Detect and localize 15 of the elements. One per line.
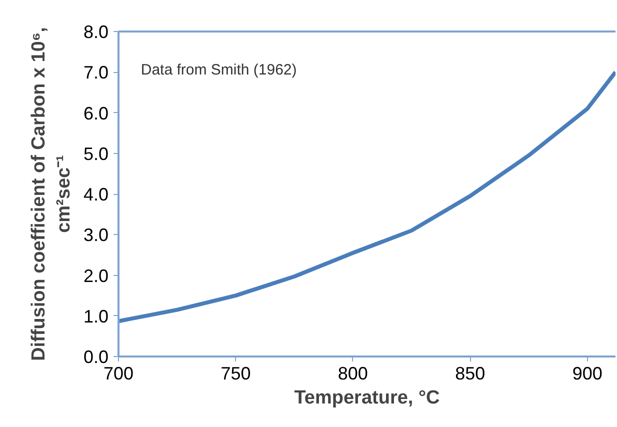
y-tick-label: 4.0	[83, 184, 109, 204]
x-tick-label: 800	[338, 364, 368, 384]
annotation: Data from Smith (1962)	[140, 62, 297, 79]
y-tick-label: 1.0	[83, 306, 109, 326]
y-tick-label: 2.0	[83, 266, 109, 286]
x-axis-title: Temperature, °C	[294, 388, 440, 408]
y-tick-label: 5.0	[83, 144, 109, 164]
y-tick-label: 3.0	[83, 225, 109, 246]
x-tick-label: 750	[220, 364, 251, 384]
y-tick-label: 8.0	[83, 22, 109, 42]
y-tick-label: 6.0	[83, 103, 109, 124]
x-tick-label: 850	[455, 364, 486, 384]
y-axis-title: Diffusion coefficient of Carbon x 10⁶, cm²sec⁻¹	[28, 27, 74, 361]
x-tick-label: 900	[572, 364, 602, 384]
y-tick-label: 7.0	[83, 62, 109, 83]
